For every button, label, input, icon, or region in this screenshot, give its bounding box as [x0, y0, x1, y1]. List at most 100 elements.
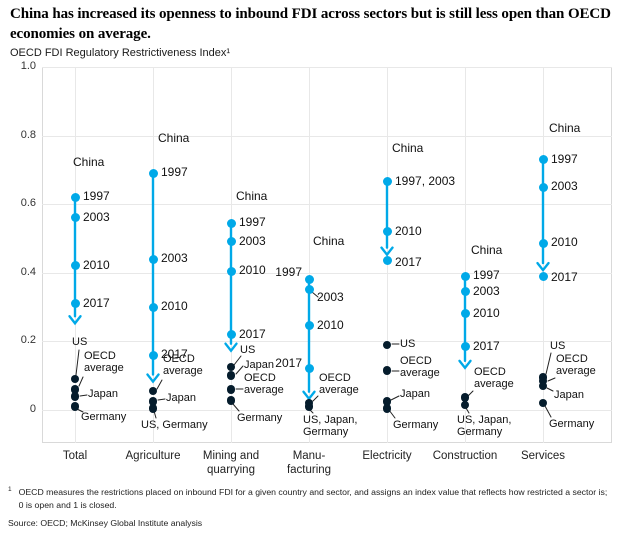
year-label: 2017: [161, 347, 188, 362]
category-label: Services: [520, 450, 566, 462]
china-dot: [304, 321, 314, 331]
year-label: 2017: [275, 355, 302, 370]
country-dot: [70, 392, 80, 401]
column-gridline: [309, 67, 310, 443]
country-dot: [70, 402, 80, 411]
country-label: Japan: [554, 389, 584, 401]
country-label: US: [400, 338, 416, 350]
country-dot: [70, 374, 80, 384]
china-dot: [538, 238, 548, 248]
country-label: OECD average: [244, 372, 284, 396]
y-tick-label: 0.4: [20, 265, 36, 278]
figure-subtitle: OECD FDI Regulatory Restrictiveness Inde…: [10, 47, 231, 59]
year-label: 2003: [239, 233, 266, 248]
country-dot: [382, 404, 392, 413]
china-dot: [70, 299, 80, 309]
year-label: 2010: [473, 305, 500, 320]
china-dot: [148, 350, 158, 360]
country-dot: [538, 398, 548, 408]
country-dot: [538, 381, 548, 391]
country-label: Germany: [393, 419, 439, 431]
y-gridline: [42, 410, 612, 411]
country-dot: [460, 400, 470, 410]
country-label: US: [550, 340, 566, 352]
year-label: 1997: [473, 268, 500, 283]
china-series-label: China: [392, 141, 424, 156]
footnote-text: OECD measures the restrictions placed on…: [18, 487, 608, 511]
china-dot: [70, 213, 80, 223]
footnote-marker: 1: [8, 486, 12, 493]
country-label: US, Germany: [141, 419, 208, 431]
category-label: Agriculture: [125, 450, 181, 462]
china-dot: [226, 237, 236, 247]
year-label: 2003: [161, 251, 188, 266]
country-dot: [148, 397, 158, 406]
country-label: OECD average: [319, 372, 359, 396]
china-dot: [304, 364, 314, 374]
year-label: 2003: [473, 283, 500, 298]
china-dot: [226, 266, 236, 276]
year-label: 2010: [161, 299, 188, 314]
country-dot: [70, 385, 80, 394]
china-dot: [460, 309, 470, 319]
y-gridline: [42, 272, 612, 274]
year-label: 2017: [395, 254, 422, 269]
country-dot: [148, 404, 158, 413]
country-label: OECD average: [400, 355, 440, 379]
country-dot: [382, 397, 392, 406]
china-dot: [382, 256, 392, 266]
y-gridline: [42, 135, 612, 137]
year-label: 1997: [161, 165, 188, 180]
y-gridline: [42, 341, 612, 343]
country-label: Japan: [400, 388, 430, 400]
category-label: Manu- facturing: [286, 450, 332, 476]
year-label: 2010: [395, 223, 422, 238]
category-label: Total: [62, 450, 88, 462]
china-series-label: China: [236, 189, 268, 204]
category-label: Electricity: [362, 450, 412, 462]
china-dot: [538, 182, 548, 192]
year-label: 2010: [317, 317, 344, 332]
china-dot: [148, 168, 158, 178]
china-series-label: China: [549, 120, 581, 135]
china-dot: [226, 330, 236, 340]
footnote: 1 OECD measures the restrictions placed …: [8, 486, 614, 513]
country-label: Germany: [237, 412, 283, 424]
year-label: 2010: [551, 235, 578, 250]
country-dot: [538, 376, 548, 386]
china-dot: [382, 177, 392, 187]
country-label: OECD average: [556, 353, 596, 377]
year-label: 1997, 2003: [395, 173, 456, 188]
column-gridline: [465, 67, 466, 443]
y-tick-label: 0.8: [20, 128, 36, 141]
china-dot: [538, 155, 548, 165]
china-dot: [460, 271, 470, 281]
y-tick-label: 0.6: [20, 197, 36, 210]
country-label: US: [240, 344, 256, 356]
year-label: 1997: [275, 264, 302, 279]
year-label: 2017: [239, 326, 266, 341]
country-dot: [304, 402, 314, 411]
country-dot: [460, 393, 470, 402]
china-series-label: China: [158, 131, 190, 146]
y-tick-label: 1.0: [20, 60, 36, 72]
category-label: Mining and quarrying: [202, 450, 260, 476]
country-label: Japan: [88, 388, 118, 400]
china-dot: [460, 342, 470, 352]
year-label: 2003: [551, 179, 578, 194]
country-label: Germany: [81, 411, 127, 423]
year-label: 2017: [473, 338, 500, 353]
y-gridline: [42, 204, 612, 206]
country-label: OECD average: [163, 353, 203, 377]
country-label: US, Japan, Germany: [457, 414, 512, 438]
china-dot: [382, 227, 392, 237]
year-label: 2017: [83, 295, 110, 310]
year-label: 2003: [83, 209, 110, 224]
china-dot: [148, 254, 158, 264]
china-dot: [70, 261, 80, 271]
country-label: Japan: [166, 392, 196, 404]
country-dot: [382, 340, 392, 350]
country-dot: [382, 366, 392, 375]
country-dot: [226, 385, 236, 394]
